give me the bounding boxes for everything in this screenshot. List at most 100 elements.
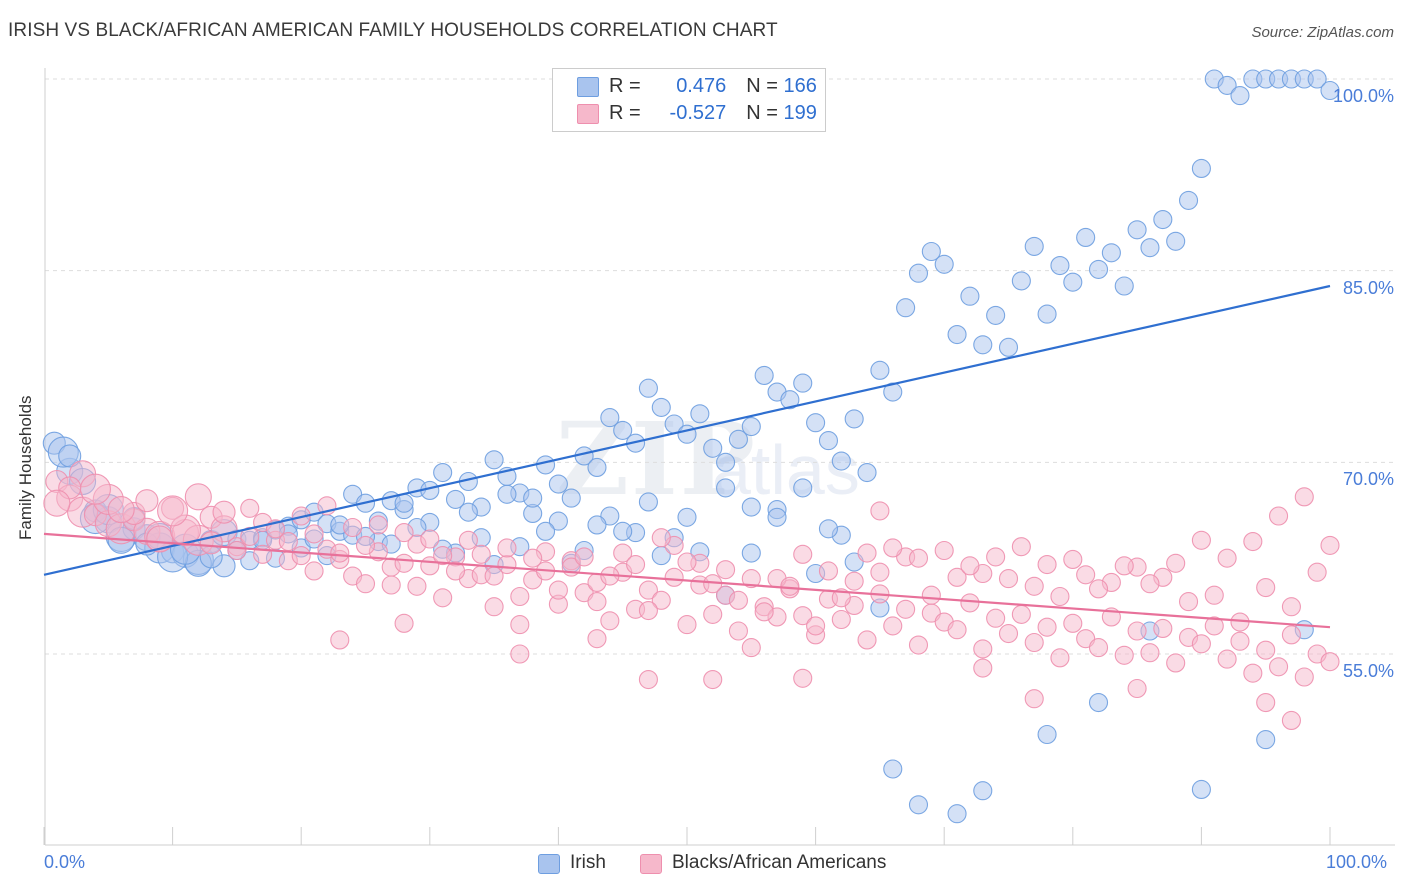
black-point [716, 560, 736, 580]
black-point [728, 590, 748, 610]
legend-n-value-irish: 166 [783, 75, 817, 97]
irish-point [1088, 259, 1109, 279]
axes [43, 68, 1395, 846]
black-african-american-points [43, 460, 1340, 730]
irish-point [548, 474, 568, 494]
irish-point [921, 241, 941, 262]
irish-point [780, 390, 800, 410]
irish-point [947, 804, 967, 824]
black-point [1166, 553, 1186, 573]
black-point [433, 546, 453, 566]
black-point [638, 670, 658, 690]
black-point [1114, 645, 1134, 665]
irish-point [535, 455, 556, 475]
black-point [870, 562, 890, 582]
black-point [407, 576, 427, 596]
irish-point [484, 450, 504, 470]
black-point [793, 544, 813, 564]
black-point [1281, 710, 1301, 730]
legend-r-label: R = [609, 102, 647, 124]
black-point [1166, 653, 1186, 673]
black-point [471, 544, 491, 564]
irish-point [716, 452, 736, 472]
irish-point [973, 781, 993, 801]
black-point [1127, 678, 1147, 699]
black-point [728, 621, 748, 641]
irish-point [690, 404, 710, 424]
black-point [157, 495, 189, 527]
black-point [638, 601, 658, 621]
black-point [651, 590, 671, 610]
black-point [883, 538, 903, 558]
black-point [638, 580, 658, 600]
black-point [1140, 574, 1160, 594]
black-point [368, 515, 388, 535]
black-point [107, 496, 135, 524]
black-point [1243, 663, 1263, 683]
irish-point [1320, 80, 1340, 101]
chart-title: IRISH VS BLACK/AFRICAN AMERICAN FAMILY H… [8, 20, 778, 41]
black-point [394, 523, 414, 543]
irish-point [638, 492, 658, 512]
black-point [998, 569, 1019, 589]
y-tick-55: 55.0% [1342, 661, 1394, 681]
irish-point [497, 484, 517, 504]
black-point [1088, 579, 1109, 599]
black-point [1320, 652, 1340, 672]
irish-point [613, 420, 633, 440]
black-trend-line [43, 532, 1331, 629]
black-point [510, 586, 530, 607]
black-point [677, 615, 697, 635]
irish-point [973, 335, 993, 355]
black-point [510, 615, 530, 635]
black-point [793, 606, 813, 626]
black-point [1217, 548, 1237, 568]
black-point [1024, 576, 1044, 596]
black-point [420, 529, 440, 549]
black-point [523, 548, 543, 568]
legend-n-label: N = [746, 75, 784, 97]
black-point [43, 489, 71, 517]
trend-lines [43, 284, 1331, 629]
black-point [908, 548, 929, 568]
black-point [844, 571, 864, 591]
black-point [664, 567, 684, 587]
black-point [1320, 535, 1340, 555]
black-point [741, 569, 761, 589]
irish-point [1024, 236, 1044, 256]
black-point [780, 576, 800, 596]
irish-point [1050, 256, 1070, 276]
black-point [896, 599, 916, 619]
legend-r-value-black: -0.527 [669, 102, 727, 124]
black-point [1281, 625, 1301, 645]
bottom-swatch-black [640, 854, 662, 874]
black-point [921, 585, 941, 605]
irish-point [613, 521, 633, 541]
bottom-legend-black: Blacks/African Americans [640, 852, 886, 874]
irish-point [523, 488, 543, 508]
irish-point [767, 507, 787, 527]
black-point [433, 588, 453, 608]
black-point [587, 629, 607, 649]
irish-point [1101, 243, 1121, 263]
x-tick-0: 0.0% [44, 852, 86, 872]
irish-point [638, 378, 658, 398]
black-point [1256, 693, 1276, 713]
y-tick-100: 100.0% [1332, 86, 1394, 106]
legend-n-value-black: 199 [783, 102, 817, 124]
black-point [960, 556, 980, 576]
black-point [240, 498, 260, 518]
black-point [484, 597, 504, 617]
black-point [986, 547, 1006, 567]
irish-point [445, 489, 466, 509]
irish-point [716, 478, 736, 498]
black-point [793, 668, 813, 688]
black-point [1217, 649, 1237, 669]
stats-legend: R = 0.476 N = 166 R = -0.527 N = 199 [552, 68, 826, 132]
irish-point [986, 305, 1006, 325]
irish-point [883, 759, 903, 779]
y-tick-70: 70.0% [1342, 469, 1394, 489]
irish-point [1178, 190, 1199, 210]
y-tick-85: 85.0% [1342, 278, 1394, 298]
